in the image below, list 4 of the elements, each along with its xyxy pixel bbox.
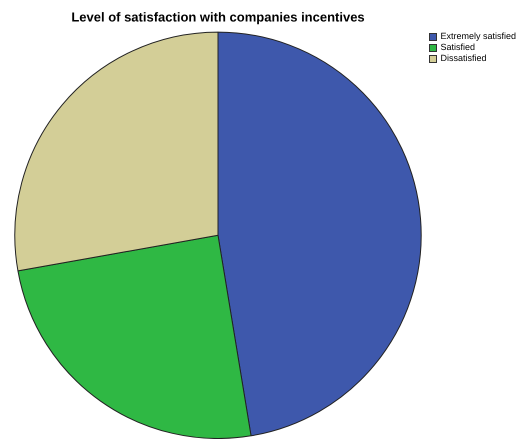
legend-label: Dissatisfied — [440, 53, 486, 64]
legend-label: Extremely satisfied — [440, 31, 516, 42]
chart-title: Level of satisfaction with companies incentives — [71, 9, 365, 24]
legend-label: Satisfied — [440, 42, 475, 53]
